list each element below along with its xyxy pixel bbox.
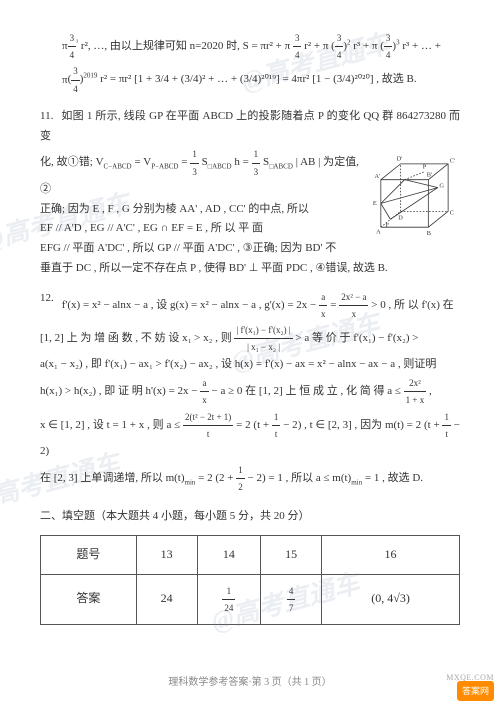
svg-text:C': C' <box>450 158 455 165</box>
frac-34: 34 <box>293 30 302 63</box>
sub: P−ABCD <box>151 163 178 171</box>
text: = 2 <box>236 419 251 431</box>
text: [1, 2] 上 为 增 函 数 , 不 妨 设 x₁ > x₂ , 则 <box>40 332 234 344</box>
text: r² + π <box>304 40 328 52</box>
svg-text:A: A <box>376 229 381 236</box>
frac: ax <box>319 289 328 322</box>
text: = <box>330 299 339 311</box>
text: a(x₁ − x₂) , 即 f'(x₁) − ax₁ > f'(x₂) − a… <box>40 358 436 370</box>
frac-den: 7 <box>287 600 296 616</box>
text: 1 − (3/4)²⁰²⁰ <box>316 74 370 86</box>
text: 如图 1 所示, 线段 GP 在平面 ABCD 上的投影随着点 P 的变化 QQ… <box>40 110 460 142</box>
text: > a 等 价 于 f'(x₁) − f'(x₂) > <box>295 332 418 344</box>
sub: □ABCD <box>208 163 232 171</box>
table-cell: 47 <box>261 574 322 624</box>
frac: 1t <box>272 409 281 442</box>
table-head: 13 <box>136 535 197 574</box>
frac: ax <box>200 375 209 408</box>
text: h(x₁) > h(x₂) , 即 证 明 h'(x) = 2x − <box>40 385 200 397</box>
text: = <box>181 157 190 169</box>
text: 在 [2, 3] 上单调递增, 所以 m(t) <box>40 472 185 484</box>
table-row: 题号 13 14 15 16 <box>41 535 460 574</box>
text: , t ∈ [2, 3] , 因为 m(t) = 2 <box>304 419 421 431</box>
text: − a ≥ 0 在 [1, 2] 上 恒 成 立 , 化 简 得 a ≤ <box>212 385 404 397</box>
problem-10-continuation: π34¹ r², …, 由以上规律可知 n=2020 时, S = πr² + … <box>40 30 460 97</box>
text: = V <box>134 157 151 169</box>
frac-num: 1 <box>222 583 235 600</box>
text: 正确; 因为 E , F , G 分别为棱 AA' , AD , CC' 的中点… <box>40 203 309 215</box>
table-cell: 答案 <box>41 574 137 624</box>
answer-table: 题号 13 14 15 16 答案 24 124 47 (0, 4√3) <box>40 535 460 625</box>
table-head: 题号 <box>41 535 137 574</box>
problem-11: 11. 如图 1 所示, 线段 GP 在平面 ABCD 上的投影随着点 P 的变… <box>40 107 460 279</box>
text: = 1 , 故选 D. <box>365 472 423 484</box>
table-head: 16 <box>322 535 460 574</box>
svg-text:P: P <box>423 164 427 171</box>
text: > 0 , 所 以 f'(x) 在 <box>371 299 453 311</box>
problem-number: 11. <box>40 107 53 127</box>
text: 化, 故①错; V <box>40 157 104 169</box>
sub: min <box>185 478 196 486</box>
frac: | f'(x₁) − f'(x₂) || x₁ − x₂ | <box>234 322 292 355</box>
frac-13: 13 <box>190 146 199 179</box>
svg-text:G: G <box>439 183 444 190</box>
svg-text:F: F <box>386 223 390 230</box>
frac-34: 34 <box>335 30 344 63</box>
svg-text:D': D' <box>397 156 403 163</box>
text: h = <box>234 157 251 169</box>
page-footer: 理科数学参考答案·第 3 页（共 1 页） <box>0 674 500 692</box>
frac-34: 34 <box>71 63 80 96</box>
frac-num: 4 <box>287 583 296 600</box>
text: , <box>429 385 432 397</box>
svg-text:C: C <box>450 210 454 217</box>
text: , 故选 B. <box>376 74 416 86</box>
svg-text:B': B' <box>427 172 432 179</box>
sub: min <box>351 478 362 486</box>
text: = 1 , 所以 a ≤ m(t) <box>268 472 351 484</box>
text: EF // A'D , EG // A'C' , EG ∩ EF = E , 所… <box>40 222 263 234</box>
frac: 2x² − ax <box>339 289 368 322</box>
text: = 2 <box>198 472 212 484</box>
text: r², …, 由以上规律可知 n=2020 时, S = πr² + π <box>81 40 290 52</box>
sub: C−ABCD <box>104 163 132 171</box>
table-cell: (0, 4√3) <box>322 574 460 624</box>
frac-34: 34 <box>384 30 393 63</box>
frac-den: 24 <box>222 600 235 616</box>
svg-text:E: E <box>373 200 377 207</box>
table-cell: 124 <box>197 574 261 624</box>
frac: 2x²1 + x <box>404 375 427 408</box>
text: = 4πr² <box>282 74 309 86</box>
section-2-heading: 二、填空题（本大题共 4 小题，每小题 5 分，共 20 分） <box>40 507 460 527</box>
frac-13: 13 <box>252 146 261 179</box>
table-cell: 24 <box>136 574 197 624</box>
table-head: 14 <box>197 535 261 574</box>
text: r³ + π <box>353 40 377 52</box>
problem-number: 12. <box>40 289 54 309</box>
svg-text:B: B <box>427 230 431 237</box>
frac: 12 <box>236 462 245 495</box>
formula: π <box>62 71 68 91</box>
corner-badge: 答案网 <box>457 681 494 701</box>
text: 1 + 3/4 + (3/4)² + … + (3/4)²⁰¹⁹ <box>138 74 276 86</box>
table-head: 15 <box>261 535 322 574</box>
problem-12: 12. f'(x) = x² − alnx − a , 设 g(x) = x² … <box>40 289 460 495</box>
frac: 2(t² − 2t + 1)t <box>183 409 233 442</box>
table-row: 答案 24 124 47 (0, 4√3) <box>41 574 460 624</box>
text: 垂直于 DC , 所以一定不存在点 P , 使得 BD' ⊥ 平面 PDC , … <box>40 262 388 274</box>
cube-diagram: A B C D A' B' C' D' E F G P <box>365 148 460 243</box>
text: f'(x) = x² − alnx − a , 设 g(x) = x² − al… <box>62 299 319 311</box>
text: EFG // 平面 A'DC' , 所以 GP // 平面 A'DC' , ③正… <box>40 242 336 254</box>
text: r² = πr² <box>100 74 131 86</box>
frac: 1t <box>442 409 451 442</box>
frac-34: 34 <box>68 30 77 63</box>
text: x ∈ [1, 2] , 设 t = 1 + x , 则 a ≤ <box>40 419 183 431</box>
sub: □ABCD <box>269 163 293 171</box>
text: r³ + … + <box>402 40 441 52</box>
svg-text:D: D <box>398 215 403 222</box>
svg-text:A': A' <box>375 173 381 180</box>
